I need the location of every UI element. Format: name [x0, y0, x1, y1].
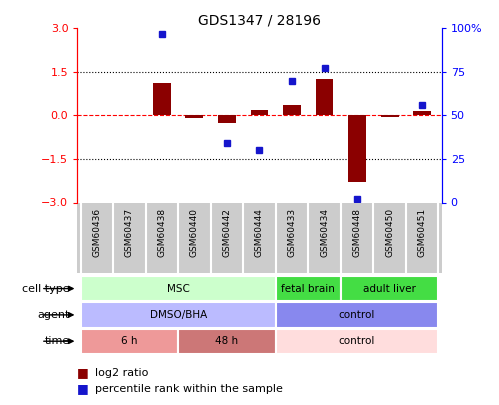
Bar [178, 328, 276, 354]
Text: GSM60440: GSM60440 [190, 208, 199, 257]
Text: 6 h: 6 h [121, 336, 138, 346]
Text: control: control [339, 310, 375, 320]
Text: GSM60444: GSM60444 [255, 208, 264, 257]
Bar [315, 79, 333, 115]
Text: GSM60450: GSM60450 [385, 208, 394, 257]
Text: adult liver: adult liver [363, 284, 416, 294]
Text: ■: ■ [77, 366, 89, 379]
Bar [81, 328, 178, 354]
Text: GSM60436: GSM60436 [92, 208, 101, 257]
Bar [381, 115, 399, 117]
Bar [283, 105, 301, 115]
Bar [276, 276, 341, 301]
Text: ■: ■ [77, 382, 89, 395]
Text: GSM60451: GSM60451 [418, 208, 427, 257]
Text: log2 ratio: log2 ratio [95, 368, 148, 377]
Text: GSM60433: GSM60433 [287, 208, 296, 257]
Text: GSM60448: GSM60448 [353, 208, 362, 257]
Text: cell type: cell type [22, 284, 70, 294]
Bar [250, 110, 268, 115]
Text: control: control [339, 336, 375, 346]
Bar [276, 328, 438, 354]
Text: GSM60442: GSM60442 [223, 208, 232, 257]
Text: fetal brain: fetal brain [281, 284, 335, 294]
Bar [348, 115, 366, 182]
Bar [276, 302, 438, 328]
Bar [218, 115, 236, 123]
Bar [153, 83, 171, 115]
Bar [186, 115, 204, 118]
Text: percentile rank within the sample: percentile rank within the sample [95, 384, 283, 394]
Bar [81, 276, 276, 301]
Text: DMSO/BHA: DMSO/BHA [150, 310, 207, 320]
Text: GSM60437: GSM60437 [125, 208, 134, 257]
Text: MSC: MSC [167, 284, 190, 294]
Bar [341, 276, 438, 301]
Text: GSM60438: GSM60438 [157, 208, 166, 257]
Title: GDS1347 / 28196: GDS1347 / 28196 [198, 13, 321, 27]
Bar [81, 302, 276, 328]
Text: agent: agent [38, 310, 70, 320]
Text: time: time [45, 336, 70, 346]
Text: 48 h: 48 h [216, 336, 239, 346]
Bar [413, 111, 431, 115]
Text: GSM60434: GSM60434 [320, 208, 329, 257]
